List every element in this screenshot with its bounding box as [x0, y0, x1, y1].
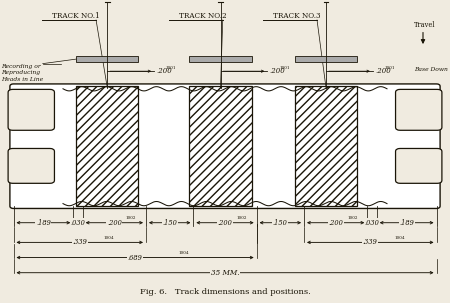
Text: .200: .200 [107, 219, 122, 227]
Text: 1004: 1004 [179, 251, 189, 255]
Bar [189, 86, 252, 206]
Bar [189, 56, 252, 62]
Text: TRACK NO.1: TRACK NO.1 [52, 12, 100, 20]
Text: 1002: 1002 [236, 216, 247, 221]
FancyBboxPatch shape [10, 84, 440, 208]
Text: TRACK NO.2: TRACK NO.2 [179, 12, 226, 20]
Text: 1002: 1002 [126, 216, 136, 221]
FancyBboxPatch shape [396, 89, 442, 130]
Text: .200: .200 [270, 67, 285, 75]
Text: 1001: 1001 [166, 65, 176, 70]
FancyBboxPatch shape [396, 148, 442, 183]
Text: 1004: 1004 [394, 236, 405, 240]
Text: TRACK NO.3: TRACK NO.3 [273, 12, 320, 20]
Text: Recording or
Reproducing
Heads in Line: Recording or Reproducing Heads in Line [1, 64, 43, 82]
Text: .030: .030 [71, 219, 86, 227]
Text: .339: .339 [72, 238, 87, 246]
Bar [189, 86, 252, 206]
Text: 1001: 1001 [279, 65, 289, 70]
Text: .689: .689 [128, 254, 143, 261]
Text: 1002: 1002 [347, 216, 358, 221]
Text: .189: .189 [36, 219, 51, 227]
Text: 35 MM.: 35 MM. [211, 269, 239, 277]
Text: .200: .200 [328, 219, 343, 227]
Text: Travel: Travel [414, 21, 436, 29]
Bar [76, 86, 139, 206]
Bar [295, 86, 357, 206]
Text: .200: .200 [157, 67, 172, 75]
Text: 1001: 1001 [385, 65, 395, 70]
Text: Fig. 6.   Track dimensions and positions.: Fig. 6. Track dimensions and positions. [140, 288, 310, 296]
Bar [76, 86, 139, 206]
Bar [295, 86, 357, 206]
Text: .339: .339 [363, 238, 378, 246]
Bar [295, 56, 357, 62]
Text: .030: .030 [364, 219, 379, 227]
Text: .189: .189 [399, 219, 414, 227]
Text: 1004: 1004 [104, 236, 114, 240]
Text: .150: .150 [273, 219, 288, 227]
FancyBboxPatch shape [8, 89, 54, 130]
Text: .150: .150 [162, 219, 177, 227]
Text: Base Down: Base Down [414, 67, 448, 72]
FancyBboxPatch shape [8, 148, 54, 183]
Text: .200: .200 [375, 67, 391, 75]
Text: .200: .200 [217, 219, 233, 227]
Bar [76, 56, 139, 62]
